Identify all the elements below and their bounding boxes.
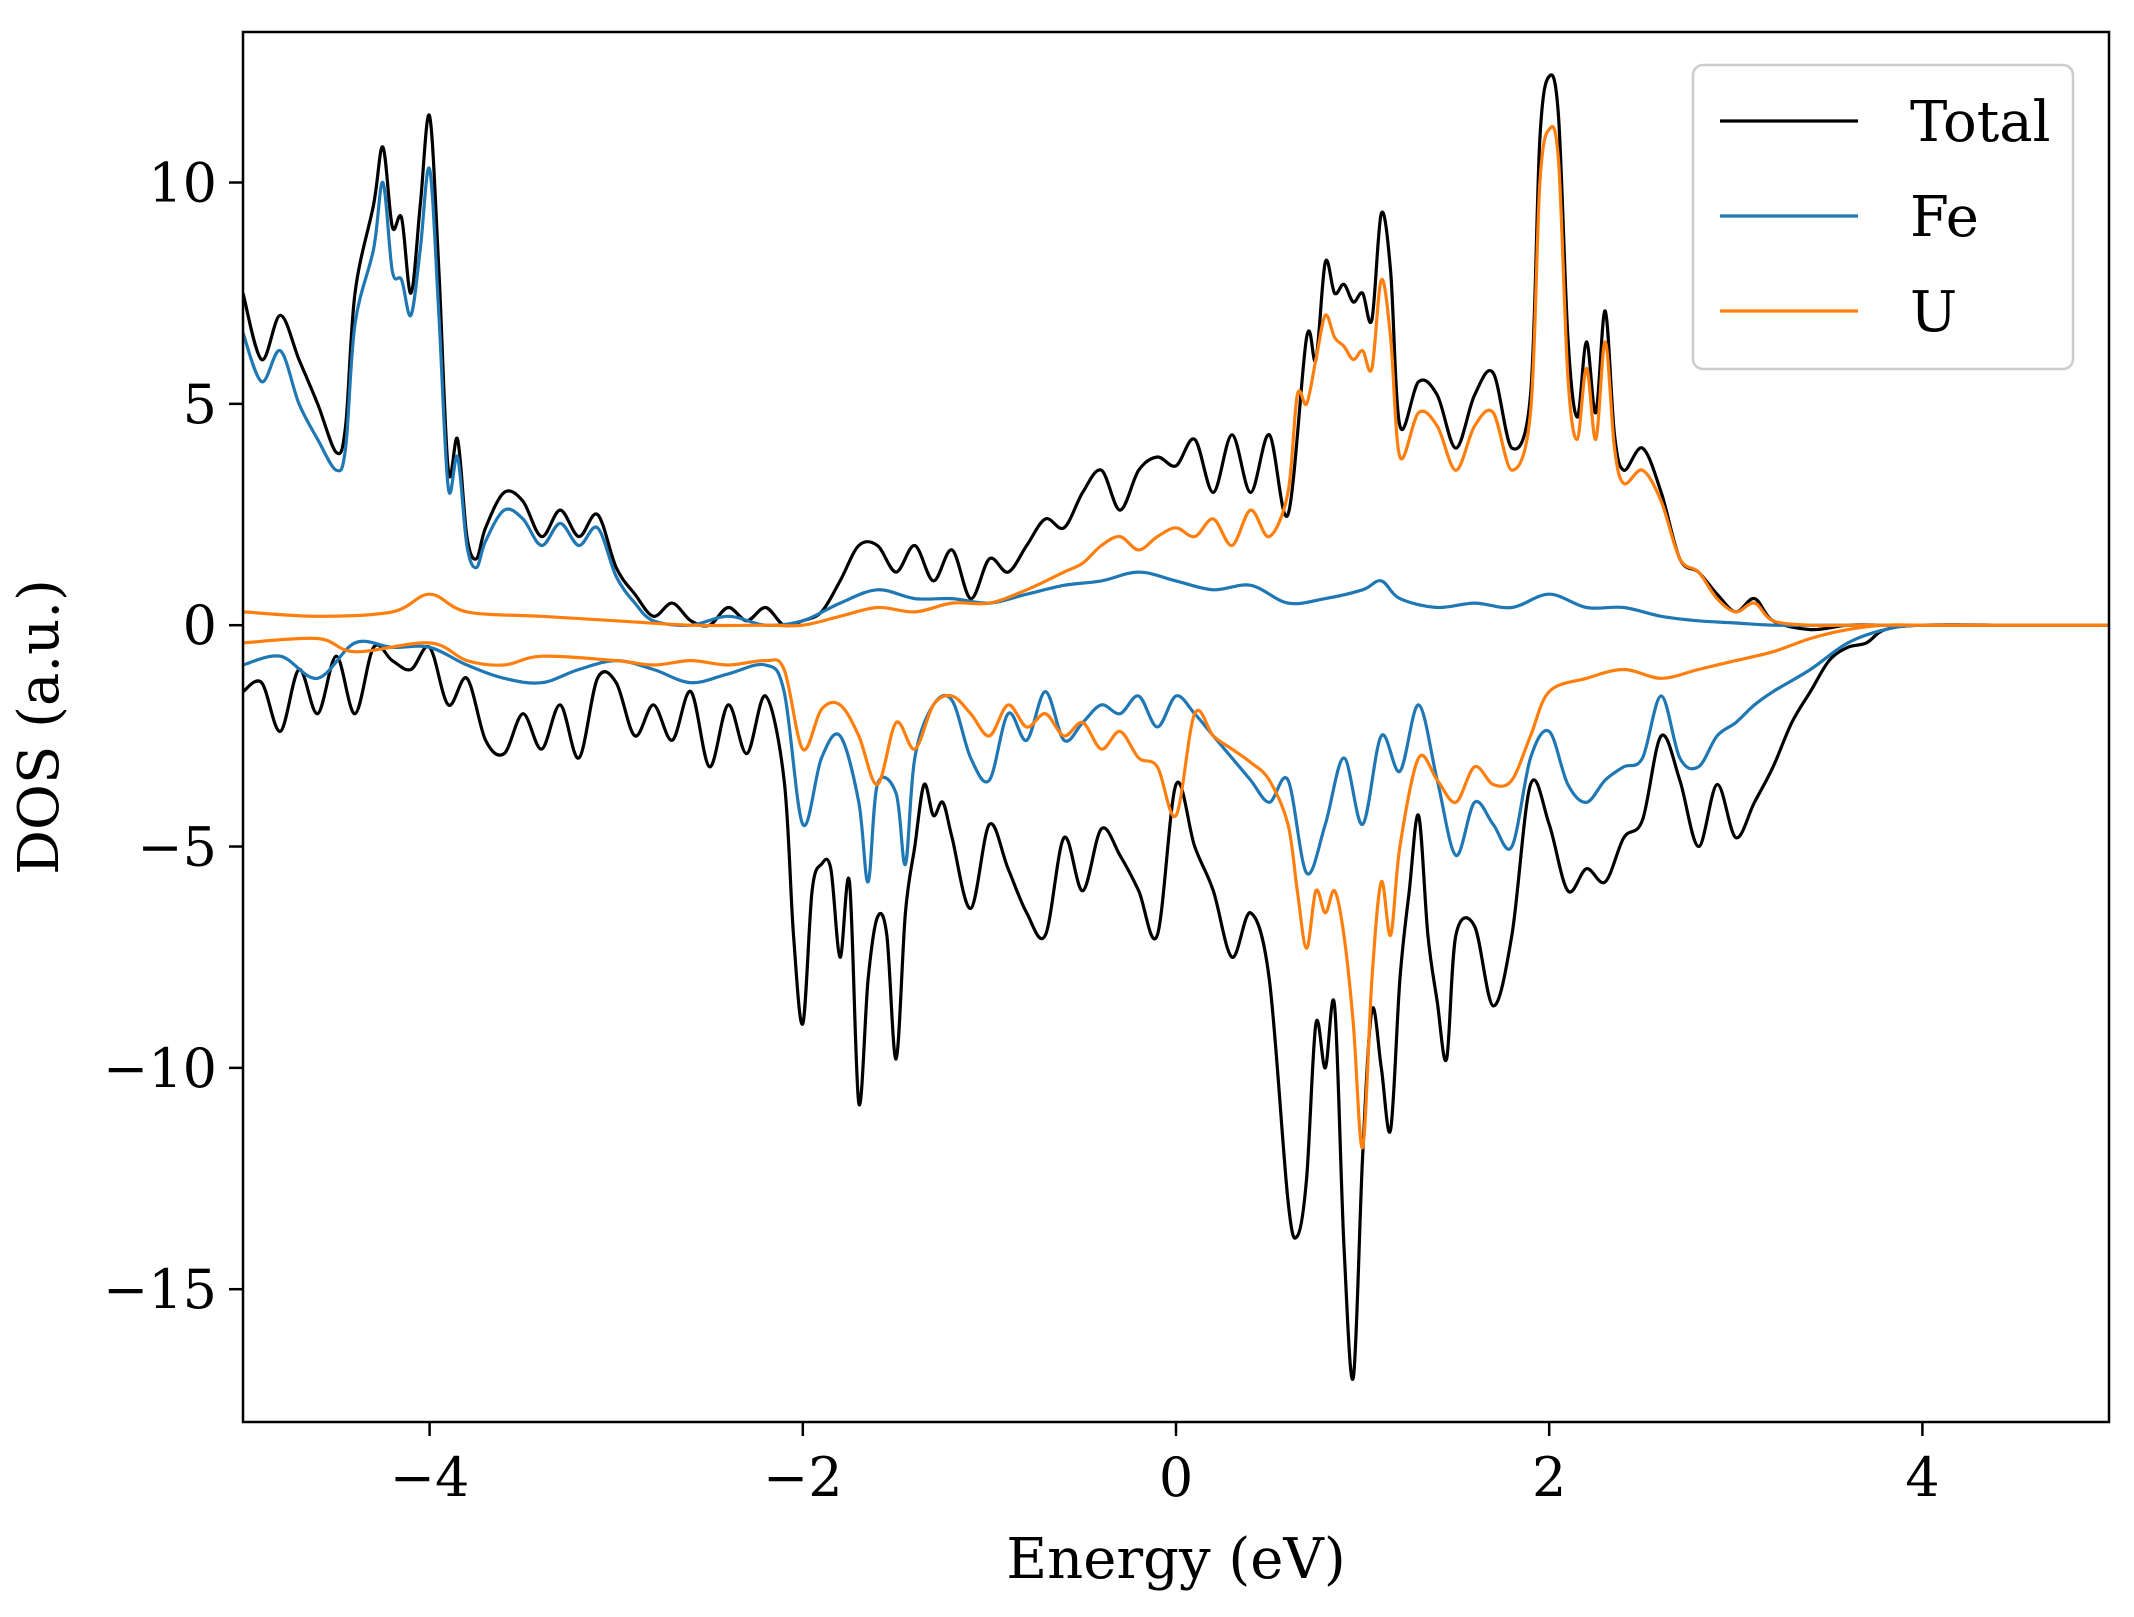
y-axis-label: DOS (a.u.)	[7, 579, 72, 875]
x-tick-label: 4	[1905, 1446, 1939, 1509]
y-tick-label: 10	[148, 152, 217, 215]
total-spin-up-line	[243, 73, 2109, 632]
fe-spin-up-line	[243, 166, 2109, 627]
y-tick-label: 0	[183, 594, 217, 657]
fe-spin-down-line	[243, 623, 2109, 884]
x-tick-label: −2	[763, 1446, 843, 1509]
u-spin-up-line	[243, 125, 2109, 628]
legend-fe-label: Fe	[1910, 185, 1979, 250]
y-tick-label: −5	[137, 816, 217, 879]
series-layer	[243, 73, 2109, 1381]
y-tick-label: −15	[103, 1258, 217, 1321]
x-tick-label: 2	[1532, 1446, 1566, 1509]
x-axis: −4 −2 0 2 4	[390, 1422, 1940, 1509]
x-axis-label: Energy (eV)	[1006, 1527, 1345, 1592]
legend-total-label: Total	[1910, 90, 2051, 155]
legend-u-label: U	[1910, 280, 1957, 345]
y-axis: 10 5 0 −5 −10 −15	[103, 152, 243, 1321]
u-spin-down-line	[243, 623, 2109, 1150]
legend-box	[1691, 63, 2075, 371]
y-tick-label: 5	[183, 373, 217, 436]
total-spin-down-line	[243, 623, 2109, 1381]
x-tick-label: 0	[1159, 1446, 1193, 1509]
y-tick-label: −10	[103, 1037, 217, 1100]
x-tick-label: −4	[390, 1446, 470, 1509]
legend: Total Fe U	[1691, 63, 2075, 371]
